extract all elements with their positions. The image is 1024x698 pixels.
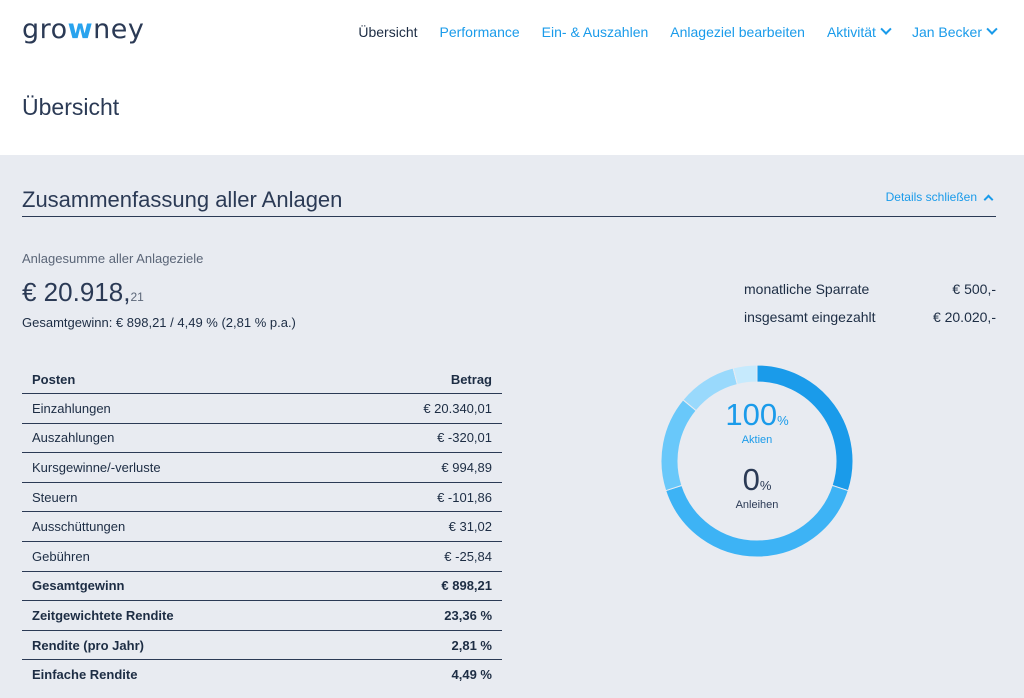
table-row: Auszahlungen € -320,01: [22, 423, 502, 454]
logo-text-prefix: gro: [22, 14, 68, 45]
logo-text-suffix: ney: [93, 14, 145, 45]
bonds-percentage: 0%: [742, 462, 772, 497]
total-gain-text: Gesamtgewinn: € 898,21 / 4,49 % (2,81 % …: [22, 315, 296, 330]
monthly-savings-value: € 500,-: [952, 281, 996, 297]
row-label: Gesamtgewinn: [22, 571, 332, 602]
monthly-savings-label: monatliche Sparrate: [744, 281, 870, 297]
total-sum-main: € 20.918,: [22, 277, 131, 307]
row-label: Ausschüttungen: [22, 511, 332, 542]
nav-item-user-menu[interactable]: Jan Becker: [912, 23, 998, 40]
row-label: Rendite (pro Jahr): [22, 630, 332, 661]
row-label: Auszahlungen: [22, 423, 332, 454]
main-nav: Übersicht Performance Ein- & Auszahlen A…: [358, 23, 998, 40]
row-label: Einzahlungen: [22, 393, 332, 424]
chevron-up-icon: [983, 194, 994, 204]
table-row: Gebühren € -25,84: [22, 541, 502, 572]
total-paid-value: € 20.020,-: [932, 309, 996, 325]
total-paid-row: insgesamt eingezahlt € 20.020,-: [744, 309, 996, 325]
row-value: € 898,21: [331, 571, 502, 602]
table-row: Ausschüttungen € 31,02: [22, 511, 502, 542]
top-navigation-bar: gro w ney Übersicht Performance Ein- & Aus…: [0, 0, 1024, 66]
nav-item-uebersicht[interactable]: Übersicht: [358, 24, 418, 40]
row-value: 23,36 %: [331, 600, 502, 631]
nav-item-anlageziel-bearbeiten[interactable]: Anlageziel bearbeiten: [670, 24, 805, 40]
donut-center-labels: 100% Aktien 0% Anleihen: [660, 364, 854, 558]
table-row: Steuern € -101,86: [22, 482, 502, 513]
table-row: Einfache Rendite 4,49 %: [22, 660, 502, 690]
stocks-percentage: 100%: [725, 397, 789, 432]
growney-logo[interactable]: gro w ney: [22, 14, 144, 45]
row-label: Einfache Rendite: [32, 667, 138, 683]
table-row: Rendite (pro Jahr) 2,81 %: [22, 630, 502, 661]
row-label: Gebühren: [22, 541, 332, 572]
chevron-down-icon: [986, 23, 998, 35]
table-row: Kursgewinne/-verluste € 994,89: [22, 452, 502, 483]
stocks-label: Aktien: [741, 434, 773, 446]
details-toggle-label: Details schließen: [885, 190, 977, 204]
row-value: 2,81 %: [331, 630, 502, 661]
summary-panel: Zusammenfassung aller Anlagen Details sc…: [0, 155, 1024, 698]
row-value: € 31,02: [331, 511, 502, 542]
row-value: € 20.340,01: [331, 393, 502, 424]
positions-table: Posten Betrag Einzahlungen € 20.340,01 Au…: [22, 363, 502, 689]
row-value: € -320,01: [331, 423, 502, 454]
row-value: € -25,84: [331, 541, 502, 572]
row-label: Steuern: [22, 482, 332, 513]
chevron-down-icon: [880, 23, 892, 35]
table-row: Gesamtgewinn € 898,21: [22, 571, 502, 602]
section-header: Zusammenfassung aller Anlagen Details sc…: [22, 187, 996, 217]
details-toggle-link[interactable]: Details schließen: [886, 190, 996, 204]
row-value: € 994,89: [331, 452, 502, 483]
donut-segment: [732, 364, 758, 386]
table-header-row: Posten Betrag: [22, 363, 502, 394]
column-header-betrag: Betrag: [331, 363, 502, 394]
bonds-label: Anleihen: [735, 499, 779, 511]
section-title: Zusammenfassung aller Anlagen: [22, 187, 343, 212]
column-header-posten: Posten: [22, 363, 332, 394]
total-paid-label: insgesamt eingezahlt: [744, 309, 876, 325]
page-title: Übersicht: [22, 94, 120, 120]
row-value: 4,49 %: [451, 667, 492, 683]
row-value: € -101,86: [331, 482, 502, 513]
nav-item-performance[interactable]: Performance: [439, 24, 520, 40]
logo-text-accent: w: [67, 14, 94, 45]
nav-item-aktivitaet[interactable]: Aktivität: [827, 23, 892, 40]
total-sum-label: Anlagesumme aller Anlageziele: [22, 251, 204, 266]
total-sum-cents: 21: [130, 290, 144, 304]
table-row: Einzahlungen € 20.340,01: [22, 393, 502, 424]
nav-item-ein-auszahlen[interactable]: Ein- & Auszahlen: [541, 24, 649, 40]
total-sum-amount: € 20.918,21: [22, 277, 144, 308]
row-label: Kursgewinne/-verluste: [22, 452, 332, 483]
allocation-donut-chart: [660, 364, 854, 558]
row-label: Zeitgewichtete Rendite: [22, 600, 332, 631]
table-row: Zeitgewichtete Rendite 23,36 %: [22, 600, 502, 631]
monthly-savings-row: monatliche Sparrate € 500,-: [744, 281, 996, 297]
